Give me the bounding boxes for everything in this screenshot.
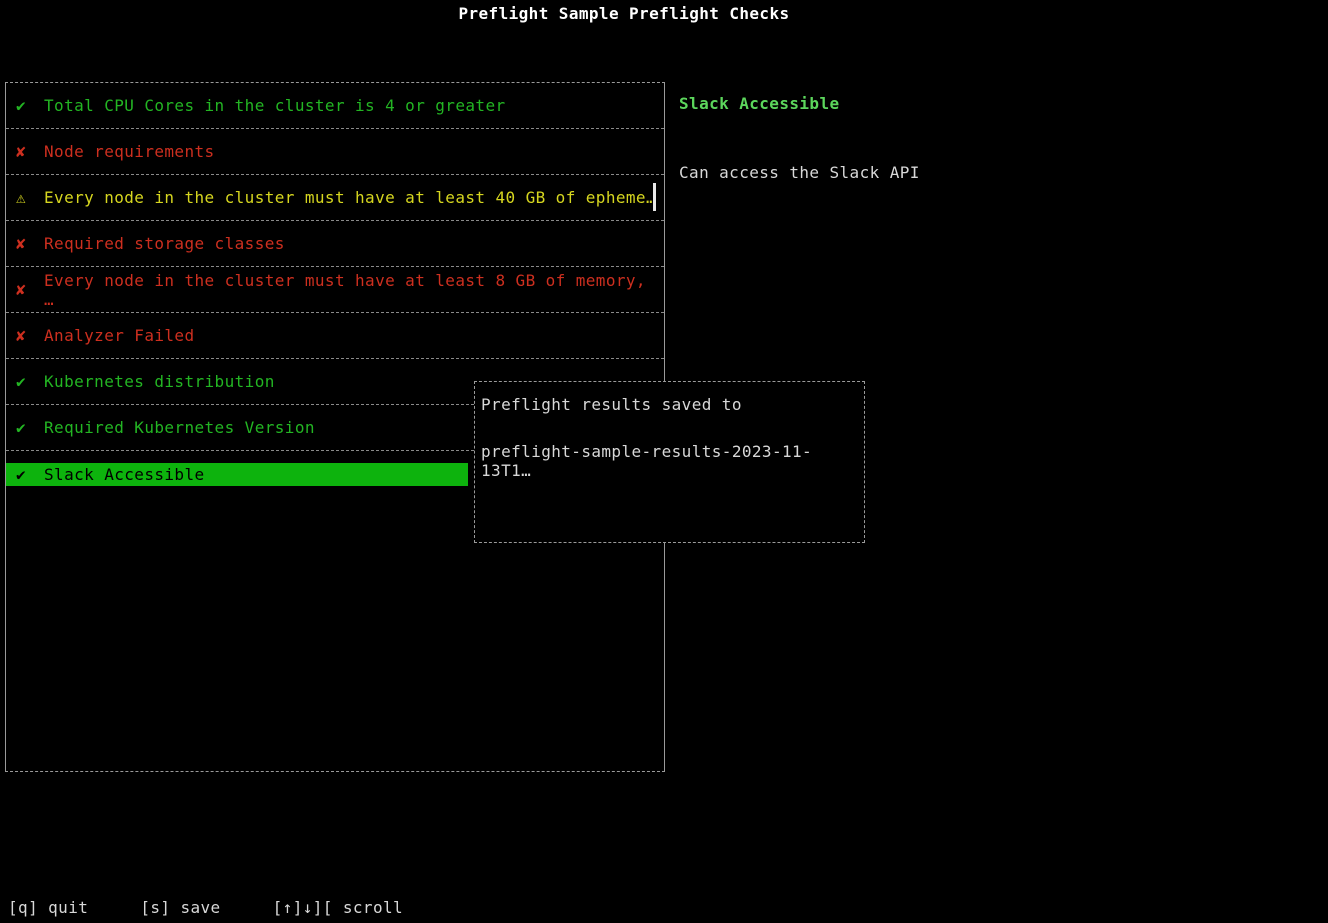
check-item[interactable]: ✘ Every node in the cluster must have at… xyxy=(6,267,664,313)
check-item-label: Every node in the cluster must have at l… xyxy=(44,188,657,207)
cross-icon: ✘ xyxy=(16,234,27,253)
quit-key-hint: [q] quit xyxy=(8,898,89,917)
scroll-key-hint: [↑]↓][ scroll xyxy=(272,898,404,917)
check-item[interactable]: ✔ Slack Accessible xyxy=(6,451,664,497)
check-icon: ✔ xyxy=(16,418,27,437)
dialog-line1: Preflight results saved to xyxy=(481,395,742,414)
check-item[interactable]: ✘ Required storage classes xyxy=(6,221,664,267)
check-icon: ✔ xyxy=(16,372,27,391)
check-icon: ✔ xyxy=(16,96,27,115)
check-item-label: Every node in the cluster must have at l… xyxy=(44,270,646,309)
check-item[interactable]: ✔ Required Kubernetes Version xyxy=(6,405,664,451)
check-item-label: Required storage classes xyxy=(44,234,285,253)
status-bar: [q] quit [s] save [↑]↓][ scroll xyxy=(8,898,445,917)
detail-message: Can access the Slack API xyxy=(679,163,920,182)
app-title: Preflight Sample Preflight Checks xyxy=(458,4,790,23)
cross-icon: ✘ xyxy=(16,280,27,299)
cross-icon: ✘ xyxy=(16,326,27,345)
check-item-label: Kubernetes distribution xyxy=(44,372,275,391)
dialog-line2: preflight-sample-results-2023-11-13T1… xyxy=(481,442,813,480)
check-item[interactable]: ✔ Kubernetes distribution xyxy=(6,359,664,405)
save-results-dialog: Preflight results saved to preflight-sam… xyxy=(474,381,865,543)
detail-title: Slack Accessible xyxy=(679,94,840,113)
check-item-label: Slack Accessible xyxy=(44,464,205,484)
check-icon: ✔ xyxy=(16,464,27,484)
warn-icon: ⚠ xyxy=(16,188,27,207)
check-item-label: Total CPU Cores in the cluster is 4 or g… xyxy=(44,96,506,115)
check-item[interactable]: ✘ Analyzer Failed xyxy=(6,313,664,359)
save-key-hint: [s] save xyxy=(140,898,221,917)
check-item[interactable]: ✔ Total CPU Cores in the cluster is 4 or… xyxy=(6,83,664,129)
check-item-label: Analyzer Failed xyxy=(44,326,195,345)
check-item-label: Node requirements xyxy=(44,142,215,161)
list-scrollbar-thumb[interactable] xyxy=(653,183,656,211)
check-item[interactable]: ✘ Node requirements xyxy=(6,129,664,175)
cross-icon: ✘ xyxy=(16,142,27,161)
check-item-label: Required Kubernetes Version xyxy=(44,418,315,437)
check-item[interactable]: ⚠ Every node in the cluster must have at… xyxy=(6,175,664,221)
